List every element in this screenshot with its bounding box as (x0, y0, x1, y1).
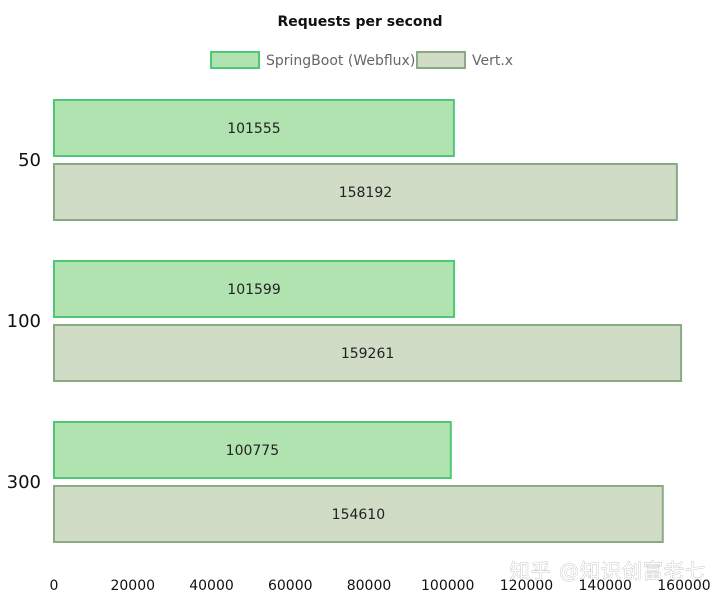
x-tick-label: 120000 (500, 578, 553, 594)
x-axis-ticks: 0 20000 40000 60000 80000 100000 120000 140000 1… (50, 578, 711, 594)
bar-50-series-1 (53, 99, 455, 157)
legend-label-1: SpringBoot (Webflux) (266, 53, 415, 69)
bar-value-label: 158192 (339, 185, 392, 201)
x-tick-label: 140000 (579, 578, 632, 594)
legend-swatch-2 (416, 51, 466, 69)
bar-100-series-2 (53, 324, 683, 382)
bars-group: 101555 158192 101599 159261 100775 154610 (53, 99, 683, 543)
bar-value-label: 159261 (341, 346, 394, 362)
x-tick-label: 80000 (347, 578, 392, 594)
x-tick-label: 160000 (657, 578, 710, 594)
x-tick-label: 20000 (110, 578, 155, 594)
category-label-100: 100 (7, 311, 41, 332)
category-label-300: 300 (7, 472, 41, 493)
category-label-50: 50 (18, 150, 41, 171)
x-tick-label: 0 (50, 578, 59, 594)
bar-300-series-2 (53, 485, 664, 543)
bar-300-series-1 (53, 421, 452, 479)
legend: SpringBoot (Webflux) Vert.x (210, 51, 513, 69)
x-tick-label: 60000 (268, 578, 313, 594)
bar-100-series-1 (53, 260, 456, 318)
x-tick-label: 40000 (189, 578, 234, 594)
legend-swatch-1 (210, 51, 260, 69)
bar-value-label: 101555 (227, 121, 280, 137)
bar-value-label: 154610 (332, 507, 385, 523)
bar-value-label: 100775 (226, 443, 279, 459)
category-labels: 50 100 300 (7, 150, 41, 493)
bar-50-series-2 (53, 163, 678, 221)
x-tick-label: 100000 (421, 578, 474, 594)
bar-value-label: 101599 (227, 282, 280, 298)
chart-title: Requests per second (277, 14, 442, 30)
legend-label-2: Vert.x (472, 53, 513, 69)
